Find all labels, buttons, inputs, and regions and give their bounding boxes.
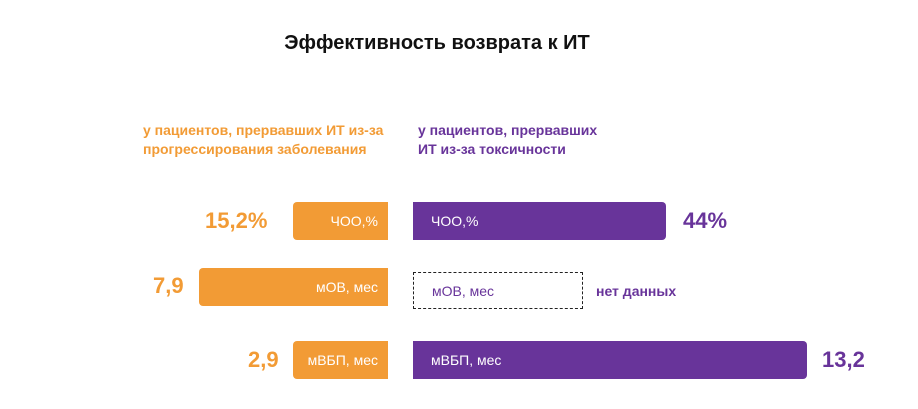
orr-progression-bar: ЧОО,% (293, 202, 388, 240)
os-progression-bar: мОВ, мес (199, 268, 388, 306)
pfs-progression-bar: мВБП, мес (293, 341, 388, 379)
os-toxicity-no-data: нет данных (596, 283, 677, 299)
orr-toxicity-value: 44% (683, 208, 728, 233)
orr-toxicity-bar: ЧОО,% (413, 202, 666, 240)
orr-progression-value: 15,2% (205, 208, 268, 233)
header-line: у пациентов, прервавших (418, 122, 598, 138)
pfs-progression-value: 2,9 (248, 347, 279, 372)
os-toxicity-empty-box: мОВ, мес (413, 272, 583, 309)
header-line: прогрессирования заболевания (143, 141, 367, 157)
header-line: ИТ из-за токсичности (418, 141, 566, 157)
header-toxicity: у пациентов, прервавших ИТ из-за токсичн… (418, 121, 597, 159)
header-progression: у пациентов, прервавших ИТ из-за прогрес… (143, 121, 383, 159)
pfs-toxicity-bar: мВБП, мес (413, 341, 807, 379)
page-title: Эффективность возврата к ИТ (284, 32, 590, 54)
os-progression-value: 7,9 (153, 273, 184, 298)
pfs-toxicity-value: 13,2 (822, 347, 865, 372)
header-line: у пациентов, прервавших ИТ из-за (143, 122, 384, 138)
